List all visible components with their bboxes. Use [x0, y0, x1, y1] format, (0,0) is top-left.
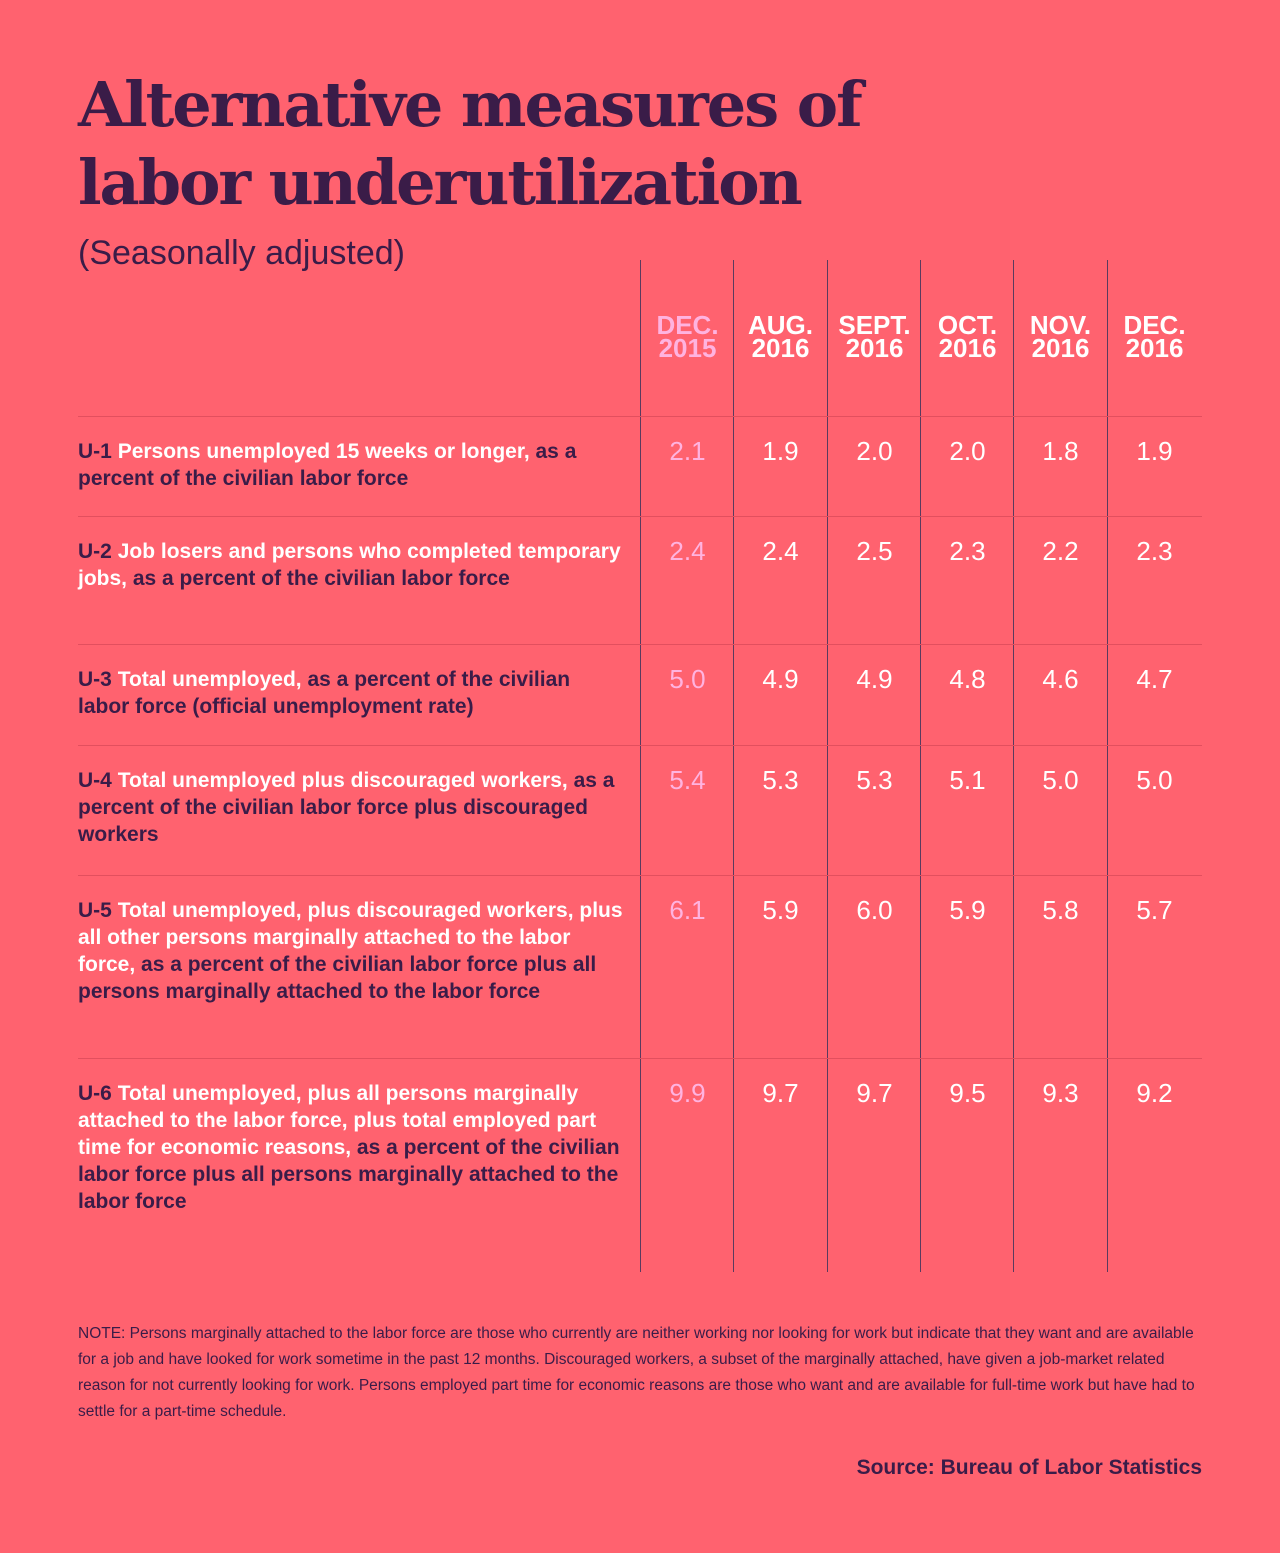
measure-code: U-4: [78, 769, 112, 792]
table-cell-value: 2.4: [669, 536, 706, 566]
table-cell-value: 4.6: [1042, 664, 1079, 694]
column-header: SEPT. 2016: [828, 312, 921, 363]
column-divider: [920, 260, 921, 1272]
column-header-year: 2016: [751, 333, 810, 363]
measure-basis: as a percent of the civilian labor force…: [78, 953, 597, 1003]
column-header-month: OCT.: [937, 310, 998, 340]
column-header-month: AUG.: [748, 310, 813, 340]
table-cell-value: 2.3: [1136, 536, 1173, 566]
column-divider: [640, 260, 641, 1272]
table-cell-value: 1.9: [762, 436, 799, 466]
table-cell-value: 5.0: [1136, 765, 1173, 795]
table-cell-value: 2.4: [762, 536, 799, 566]
table-cell-value: 4.8: [949, 664, 986, 694]
column-divider: [733, 260, 734, 1272]
row-description: U-1 Persons unemployed 15 weeks or longe…: [78, 438, 623, 492]
column-divider: [1013, 260, 1014, 1272]
table-cell-value: 5.7: [1136, 895, 1173, 925]
measure-definition: Total unemployed,: [117, 668, 302, 691]
table-cell-value: 5.0: [1042, 765, 1079, 795]
table-cell-value: 4.7: [1136, 664, 1173, 694]
measure-code: U-5: [78, 899, 112, 922]
table-cell-value: 9.5: [949, 1078, 986, 1108]
table-cell-value: 5.3: [856, 765, 893, 795]
row-description: U-3 Total unemployed, as a percent of th…: [78, 666, 623, 720]
table-cell-value: 4.9: [856, 664, 893, 694]
table-cell-value: 2.0: [949, 436, 986, 466]
column-header-month: NOV.: [1029, 310, 1092, 340]
row-divider: [78, 875, 1202, 876]
column-header: NOV. 2016: [1014, 312, 1107, 363]
table-cell-value: 5.4: [669, 765, 706, 795]
row-divider: [78, 745, 1202, 746]
row-divider: [78, 1058, 1202, 1059]
table-cell-value: 5.0: [669, 664, 706, 694]
measure-definition: Total unemployed plus discouraged worker…: [117, 769, 568, 792]
column-header: DEC. 2015: [641, 312, 734, 363]
table-cell-value: 5.8: [1042, 895, 1079, 925]
column-divider: [1107, 260, 1108, 1272]
table-cell-value: 5.9: [762, 895, 799, 925]
measure-basis: as a percent of the civilian labor force: [78, 440, 577, 490]
column-header-year: 2016: [1031, 333, 1090, 363]
source-credit: Source: Bureau of Labor Statistics: [856, 1456, 1202, 1479]
measure-code: U-1: [78, 440, 112, 463]
row-description: U-5 Total unemployed, plus discouraged w…: [78, 897, 623, 1005]
table-cell-value: 1.9: [1136, 436, 1173, 466]
table-cell-value: 2.1: [669, 436, 706, 466]
column-divider: [827, 260, 828, 1272]
measure-basis: as a percent of the civilian labor force…: [78, 1136, 620, 1213]
column-header: DEC. 2016: [1108, 312, 1201, 363]
page-title: Alternative measures of labor underutili…: [78, 66, 878, 222]
row-description: U-4 Total unemployed plus discouraged wo…: [78, 767, 623, 848]
column-header-year: 2016: [845, 333, 904, 363]
table-cell-value: 2.0: [856, 436, 893, 466]
subtitle: (Seasonally adjusted): [78, 234, 405, 272]
table-cell-value: 5.1: [949, 765, 986, 795]
column-header-year: 2015: [658, 333, 717, 363]
column-header-year: 2016: [1125, 333, 1184, 363]
column-header-month: DEC.: [656, 310, 719, 340]
row-divider: [78, 516, 1202, 517]
footnote: NOTE: Persons marginally attached to the…: [78, 1325, 1195, 1420]
measure-basis: as a percent of the civilian labor force: [127, 567, 510, 590]
column-header: OCT. 2016: [921, 312, 1014, 363]
table-cell-value: 2.3: [949, 536, 986, 566]
row-description: U-6 Total unemployed, plus all persons m…: [78, 1080, 623, 1215]
table-cell-value: 4.9: [762, 664, 799, 694]
measure-definition: Total unemployed, plus discouraged worke…: [78, 899, 623, 976]
table-cell-value: 9.2: [1136, 1078, 1173, 1108]
measure-code: U-3: [78, 668, 112, 691]
table-cell-value: 9.7: [856, 1078, 893, 1108]
table-cell-value: 6.0: [856, 895, 893, 925]
table-cell-value: 2.2: [1042, 536, 1079, 566]
table-cell-value: 1.8: [1042, 436, 1079, 466]
row-divider: [78, 416, 1202, 417]
measure-definition: Total unemployed, plus all persons margi…: [78, 1082, 597, 1159]
measure-code: U-6: [78, 1082, 112, 1105]
table-cell-value: 9.9: [669, 1078, 706, 1108]
table-cell-value: 9.7: [762, 1078, 799, 1108]
title-line-1: Alternative measures of: [78, 68, 863, 141]
row-description: U-2 Job losers and persons who completed…: [78, 538, 623, 592]
table-cell-value: 2.5: [856, 536, 893, 566]
measure-basis: as a percent of the civilian labor force…: [78, 769, 615, 846]
measure-definition: Persons unemployed 15 weeks or longer,: [117, 440, 530, 463]
title-line-2: labor underutilization: [78, 146, 803, 219]
column-header: AUG. 2016: [734, 312, 827, 363]
column-header-month: DEC.: [1123, 310, 1186, 340]
measure-definition: Job losers and persons who completed tem…: [78, 540, 621, 590]
row-divider: [78, 644, 1202, 645]
measure-code: U-2: [78, 540, 112, 563]
table-cell-value: 5.3: [762, 765, 799, 795]
table-cell-value: 9.3: [1042, 1078, 1079, 1108]
column-header-year: 2016: [938, 333, 997, 363]
table-cell-value: 6.1: [669, 895, 706, 925]
table-cell-value: 5.9: [949, 895, 986, 925]
measure-basis: as a percent of the civilian labor force…: [78, 668, 571, 718]
column-header-month: SEPT.: [838, 310, 911, 340]
